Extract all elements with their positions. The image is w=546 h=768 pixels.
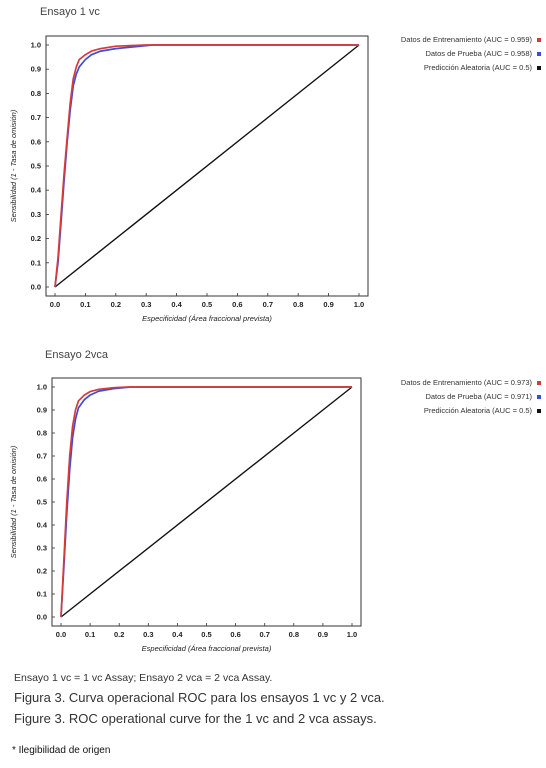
y-tick-label: 0.6 bbox=[31, 137, 41, 146]
x-tick-label: 0.0 bbox=[50, 300, 60, 309]
x-tick-label: 0.9 bbox=[318, 630, 328, 639]
y-tick-label: 0.1 bbox=[31, 258, 41, 267]
legend-entry: Datos de Entrenamiento (AUC = 0.973) bbox=[401, 378, 533, 387]
legend-entry: Predicción Aleatoria (AUC = 0.5) bbox=[424, 406, 533, 415]
legend-swatch bbox=[537, 66, 541, 70]
x-tick-label: 0.0 bbox=[56, 630, 66, 639]
y-tick-label: 0.8 bbox=[31, 89, 41, 98]
chart-title: Ensayo 1 vc bbox=[40, 6, 100, 18]
x-tick-label: 1.0 bbox=[354, 300, 364, 309]
y-tick-label: 0.2 bbox=[31, 234, 41, 243]
x-tick-label: 0.6 bbox=[230, 630, 240, 639]
x-tick-label: 0.2 bbox=[114, 630, 124, 639]
y-tick-label: 0.0 bbox=[37, 613, 47, 622]
figure-caption-es: Figura 3. Curva operacional ROC para los… bbox=[14, 690, 385, 705]
y-tick-label: 0.0 bbox=[31, 283, 41, 292]
series-line-0 bbox=[60, 386, 352, 618]
y-tick-label: 1.0 bbox=[31, 41, 41, 50]
y-tick-label: 0.8 bbox=[37, 429, 47, 438]
x-tick-label: 1.0 bbox=[347, 630, 357, 639]
legend-swatch bbox=[537, 395, 541, 399]
y-axis-label: Sensibilidad (1 - Tasa de omisión) bbox=[9, 445, 18, 558]
roc-chart-assay-2vca: Ensayo 2vca 0.0 0.1 0.2 0.3 0.4 0.5 0.6 0.7 0.8 0… bbox=[0, 345, 546, 660]
y-tick-label: 0.4 bbox=[37, 521, 48, 530]
series-line-2 bbox=[60, 386, 353, 618]
x-tick-label: 0.8 bbox=[289, 630, 299, 639]
chart-title: Ensayo 2vca bbox=[45, 349, 108, 361]
abbreviation-note: Ensayo 1 vc = 1 vc Assay; Ensayo 2 vca =… bbox=[14, 672, 273, 684]
legend-swatch bbox=[537, 409, 541, 413]
legend-entry: Datos de Entrenamiento (AUC = 0.959) bbox=[401, 35, 533, 44]
x-tick-label: 0.1 bbox=[85, 630, 95, 639]
roc-chart-assay-1vc: Ensayo 1 vc 0.0 0.1 0.2 0.3 0.4 0.5 0.6 0.7 0.8 0… bbox=[0, 0, 546, 340]
y-tick-label: 0.4 bbox=[31, 186, 42, 195]
y-tick-label: 1.0 bbox=[37, 383, 47, 392]
x-tick-label: 0.7 bbox=[259, 630, 269, 639]
y-tick-label: 0.7 bbox=[37, 452, 47, 461]
figure-caption-en: Figure 3. ROC operational curve for the … bbox=[14, 711, 377, 726]
y-tick-label: 0.2 bbox=[37, 567, 47, 576]
legend-entry: Datos de Prueba (AUC = 0.971) bbox=[425, 392, 532, 401]
roc-chart-svg: 0.0 0.1 0.2 0.3 0.4 0.5 0.6 0.7 0.8 0.9 1.0 0.0 0.1 0… bbox=[9, 35, 541, 323]
x-tick-label: 0.4 bbox=[172, 630, 183, 639]
legend-swatch bbox=[537, 38, 541, 42]
y-tick-label: 0.9 bbox=[31, 65, 41, 74]
x-tick-label: 0.3 bbox=[141, 300, 151, 309]
series-line-2 bbox=[54, 44, 360, 288]
series-line-0 bbox=[54, 44, 359, 288]
y-axis-label: Sensibilidad (1 - Tasa de omisión) bbox=[9, 109, 18, 222]
y-tick-label: 0.6 bbox=[37, 475, 47, 484]
x-tick-label: 0.8 bbox=[293, 300, 303, 309]
legend-entry: Datos de Prueba (AUC = 0.958) bbox=[425, 49, 532, 58]
y-tick-label: 0.5 bbox=[31, 162, 41, 171]
x-tick-label: 0.4 bbox=[171, 300, 182, 309]
x-tick-label: 0.5 bbox=[201, 630, 211, 639]
footnote: * Ilegibilidad de origen bbox=[12, 745, 111, 756]
x-tick-label: 0.3 bbox=[143, 630, 153, 639]
x-tick-label: 0.6 bbox=[232, 300, 242, 309]
x-tick-label: 0.7 bbox=[263, 300, 273, 309]
y-tick-label: 0.7 bbox=[31, 113, 41, 122]
legend-entry: Predicción Aleatoria (AUC = 0.5) bbox=[424, 63, 533, 72]
legend-swatch bbox=[537, 52, 541, 56]
y-tick-label: 0.5 bbox=[37, 498, 47, 507]
roc-chart-svg: 0.0 0.1 0.2 0.3 0.4 0.5 0.6 0.7 0.8 0.9 1.0 0.0 0.1 0… bbox=[9, 377, 541, 653]
x-tick-label: 0.2 bbox=[111, 300, 121, 309]
legend-swatch bbox=[537, 381, 541, 385]
x-tick-label: 0.5 bbox=[202, 300, 212, 309]
y-tick-label: 0.1 bbox=[37, 590, 47, 599]
y-tick-label: 0.9 bbox=[37, 406, 47, 415]
x-axis-label: Especificidad (Área fraccional prevista) bbox=[142, 644, 272, 653]
x-tick-label: 0.1 bbox=[80, 300, 90, 309]
y-tick-label: 0.3 bbox=[31, 210, 41, 219]
y-tick-label: 0.3 bbox=[37, 544, 47, 553]
x-tick-label: 0.9 bbox=[323, 300, 333, 309]
x-axis-label: Especificidad (Área fraccional prevista) bbox=[142, 314, 272, 323]
